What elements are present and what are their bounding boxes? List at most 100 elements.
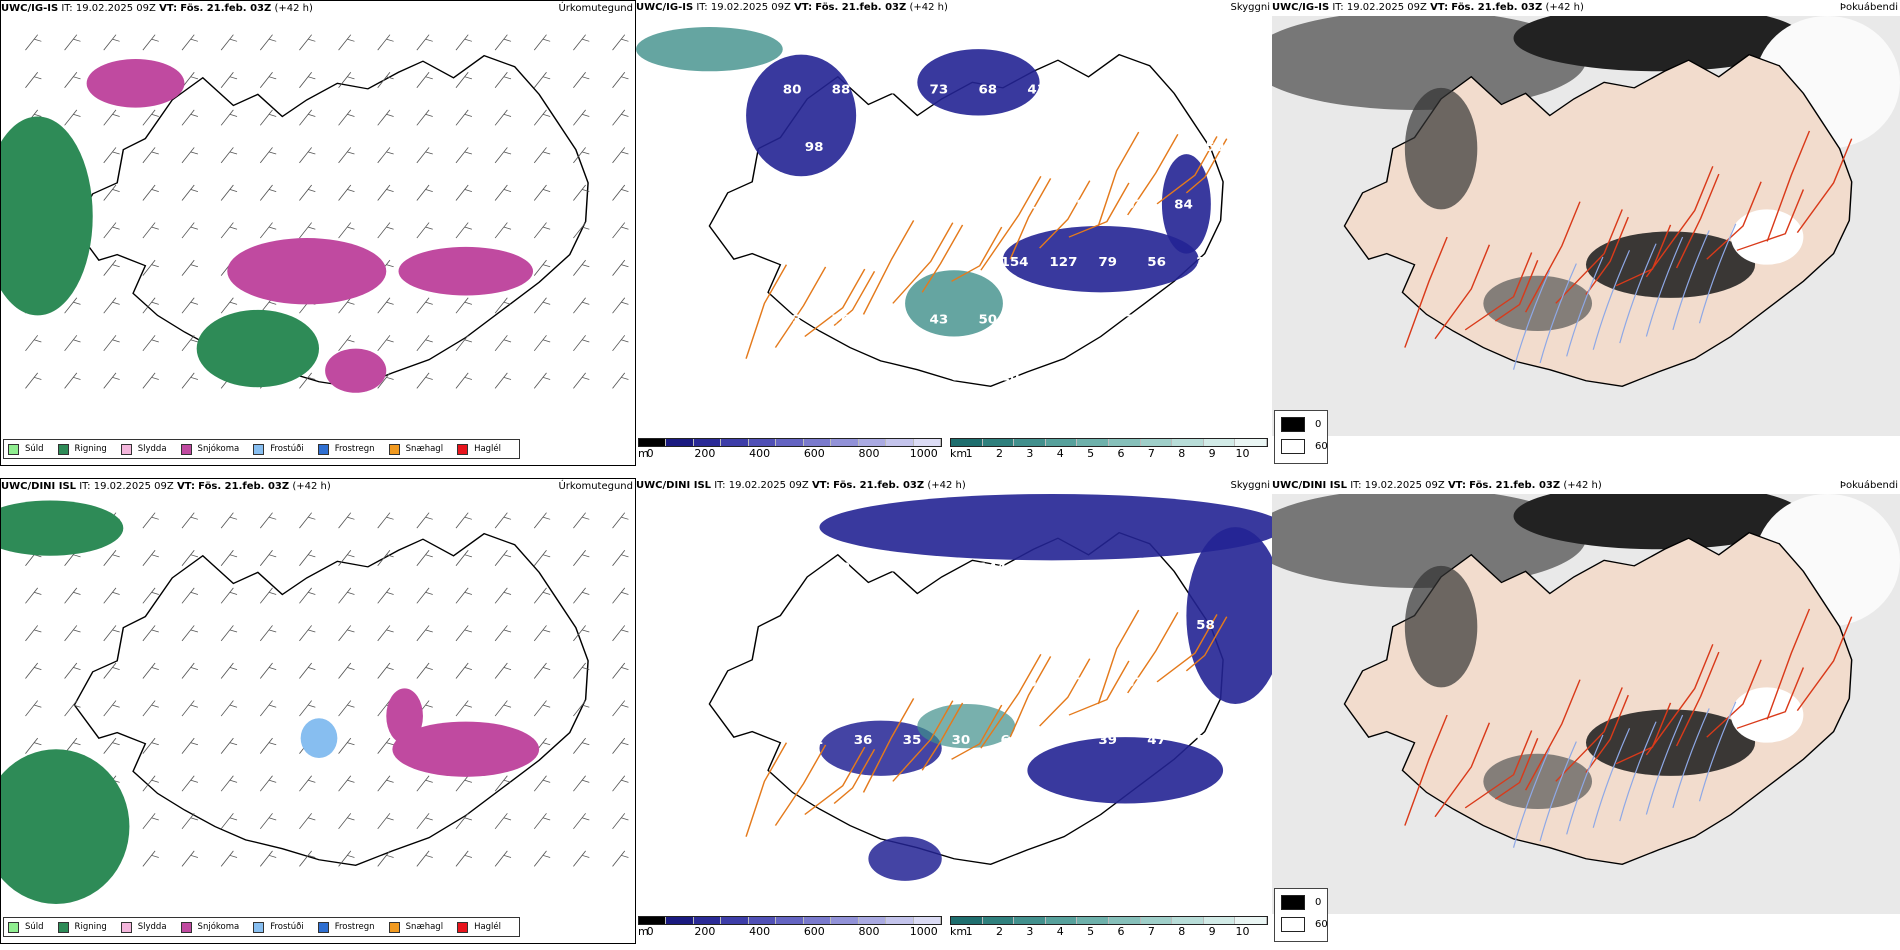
wind-barb	[416, 662, 433, 679]
low-cloud-area	[1186, 527, 1272, 704]
road-line	[1766, 608, 1811, 720]
it-label: IT:	[79, 481, 91, 492]
fog-legend-swatch	[1281, 895, 1305, 910]
wind-barb	[573, 512, 590, 529]
wind-barb	[494, 813, 512, 830]
vis-map: 80 88 110 73 68 43 309 51 145 98 121 49 68 52 144 125 75…	[636, 27, 1228, 387]
visibility_bar-colorbar: km 1 2 3 4 5 6 7 8 9 10	[950, 916, 1268, 939]
legend-swatch	[8, 443, 19, 455]
wind-barb	[103, 109, 120, 126]
low-cloud-area	[819, 494, 1272, 561]
fog-patch	[1272, 16, 1586, 110]
vt-value: Fös. 21.feb. 03Z	[180, 3, 272, 14]
wind-barb	[220, 700, 238, 717]
panel-title: Úrkomutegund	[558, 481, 633, 492]
wind-barb	[573, 662, 590, 679]
fog-legend-value: 0	[1315, 419, 1322, 430]
wind-barb	[259, 512, 277, 529]
wind-barb	[103, 372, 120, 389]
wind-barb	[64, 109, 81, 126]
colorbar-tick: 4	[1056, 447, 1064, 460]
wind-barb	[533, 775, 551, 792]
wind-barb	[455, 625, 473, 642]
cloud-base-label: 64	[978, 676, 997, 690]
wind-barb	[142, 34, 159, 51]
snow-area	[227, 238, 387, 305]
colorbar-tick: 1000	[909, 447, 938, 460]
wind-barb	[612, 147, 629, 164]
wind-barb	[573, 34, 590, 51]
legend-item: Snæhagl	[388, 443, 443, 455]
colorbar-tick: 400	[749, 447, 771, 460]
river-line	[1645, 714, 1684, 815]
vt-label: VT:	[811, 480, 830, 491]
cloud-base-label: 127	[1049, 255, 1077, 269]
wind-barb	[455, 587, 473, 604]
legend-swatch	[388, 921, 400, 933]
colorbar-bin	[666, 917, 694, 924]
cloud-base-label: 98	[805, 140, 824, 154]
road-line	[1706, 659, 1762, 738]
cloud-base-label: 33	[832, 676, 851, 690]
colorbar-tick: 2	[995, 447, 1003, 460]
wind-barb	[416, 587, 433, 604]
wind-barb	[533, 372, 551, 389]
wind-barb	[416, 813, 433, 830]
wind-barb	[338, 587, 355, 604]
wind-barb	[103, 587, 120, 604]
vt-value: Fös. 21.feb. 03Z	[1469, 480, 1561, 491]
fog-map	[1272, 16, 1900, 436]
colorbar-bin	[1108, 439, 1141, 446]
colorbar-bin	[1235, 439, 1267, 446]
panel-header: UWC/DINI ISL IT: 19.02.2025 09Z VT: Fös.…	[1272, 478, 1900, 494]
panel-title: Skyggni	[1230, 2, 1270, 13]
road-line	[1009, 656, 1052, 738]
cloud-base-label: 81	[783, 198, 802, 212]
wind-barb	[416, 850, 433, 867]
colorbar-tick: 9	[1208, 447, 1216, 460]
cloud-base-label: 58	[1196, 618, 1215, 632]
legend-item: Slydda	[120, 921, 167, 933]
wind-barb	[220, 72, 238, 88]
cloud-base-label: 49	[881, 561, 900, 575]
wind-barb	[494, 222, 512, 239]
wind-barb	[25, 625, 42, 642]
road-line	[1555, 209, 1623, 304]
cloud-base-label: 72	[903, 370, 922, 384]
colorbar-tick: 8	[1178, 447, 1186, 460]
colorbar-bin	[913, 439, 941, 446]
river-line	[1566, 256, 1604, 357]
fog-legend-swatch	[1281, 917, 1305, 932]
road-line	[1706, 181, 1762, 260]
wind-barb	[377, 372, 394, 389]
wind-barb	[181, 184, 199, 201]
road-line	[1494, 260, 1539, 322]
wind-barb	[573, 222, 590, 239]
vt-value: Fös. 21.feb. 03Z	[815, 2, 907, 13]
wind-barb	[612, 625, 629, 642]
road-line	[1555, 687, 1623, 782]
fog-patch	[1272, 494, 1586, 588]
cloud-base-label: 68	[952, 140, 971, 154]
wind-barb	[338, 222, 355, 239]
wind-barb	[103, 297, 120, 314]
colorbar-bin	[748, 917, 777, 924]
wind-barb	[612, 587, 629, 604]
colorbar-bin	[831, 917, 859, 924]
wind-barb	[220, 850, 238, 867]
road-line	[745, 742, 788, 837]
cloud-base-label: 80	[783, 83, 802, 97]
fog-legend-row: 60	[1281, 917, 1328, 932]
wind-barb	[142, 297, 159, 314]
fog-patch	[1513, 494, 1804, 550]
wind-barb	[533, 222, 551, 239]
road-line	[951, 704, 1003, 760]
legend-label: Frostregn	[334, 922, 375, 932]
lead-time: (+42 h)	[1563, 480, 1602, 491]
wind-barb	[377, 662, 394, 679]
wind-barb	[103, 184, 120, 201]
wind-barb	[533, 662, 551, 679]
wind-barb	[299, 700, 316, 717]
wind-barb	[533, 587, 551, 604]
wind-barb	[142, 512, 159, 529]
